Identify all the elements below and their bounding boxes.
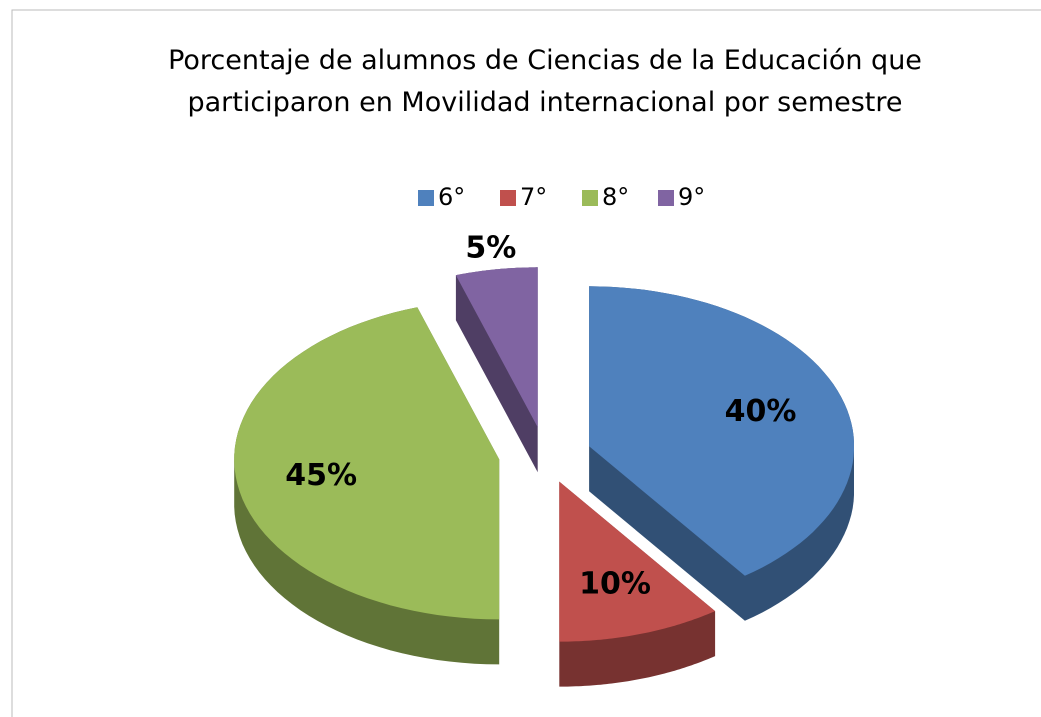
legend-label: 9°	[678, 183, 705, 211]
data-label: 10%	[579, 567, 651, 602]
legend-swatch	[658, 190, 674, 206]
legend-swatch	[582, 190, 598, 206]
legend-swatch	[418, 190, 434, 206]
slice	[455, 267, 538, 428]
slice	[589, 286, 854, 576]
data-label: 45%	[285, 458, 357, 493]
chart-title: Porcentaje de alumnos de Ciencias de la …	[168, 45, 922, 118]
data-label: 5%	[465, 230, 516, 265]
legend-label: 7°	[520, 183, 547, 211]
chart-frame	[11, 9, 1041, 717]
slice	[559, 481, 716, 642]
legend-label: 8°	[602, 183, 629, 211]
slice	[234, 307, 500, 620]
legend-swatch	[500, 190, 516, 206]
data-label: 40%	[725, 394, 797, 429]
legend-label: 6°	[438, 183, 465, 211]
